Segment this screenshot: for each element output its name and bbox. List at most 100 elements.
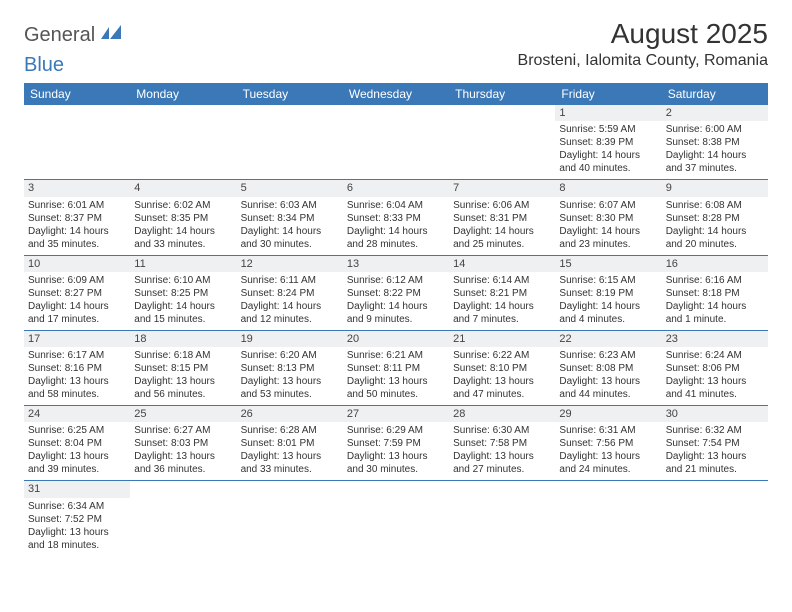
- sunrise-text: Sunrise: 6:12 AM: [347, 274, 445, 287]
- calendar-cell: 21Sunrise: 6:22 AMSunset: 8:10 PMDayligh…: [449, 330, 555, 405]
- sunrise-text: Sunrise: 6:03 AM: [241, 199, 339, 212]
- calendar-cell: [343, 481, 449, 556]
- daylight-text: Daylight: 14 hours: [559, 225, 657, 238]
- calendar-table: SundayMondayTuesdayWednesdayThursdayFrid…: [24, 83, 768, 556]
- sunrise-text: Sunrise: 5:59 AM: [559, 123, 657, 136]
- calendar-cell: [449, 105, 555, 180]
- daylight-text: and 50 minutes.: [347, 388, 445, 401]
- daylight-text: Daylight: 13 hours: [241, 375, 339, 388]
- day-number: 13: [343, 256, 449, 272]
- day-number: 17: [24, 331, 130, 347]
- calendar-cell: 29Sunrise: 6:31 AMSunset: 7:56 PMDayligh…: [555, 406, 661, 481]
- calendar-cell: [237, 481, 343, 556]
- daylight-text: and 4 minutes.: [559, 313, 657, 326]
- daylight-text: Daylight: 13 hours: [241, 450, 339, 463]
- day-header: Tuesday: [237, 83, 343, 105]
- calendar-cell: 16Sunrise: 6:16 AMSunset: 8:18 PMDayligh…: [662, 255, 768, 330]
- calendar-cell: [555, 481, 661, 556]
- calendar-cell: 8Sunrise: 6:07 AMSunset: 8:30 PMDaylight…: [555, 180, 661, 255]
- sunrise-text: Sunrise: 6:16 AM: [666, 274, 764, 287]
- daylight-text: and 30 minutes.: [347, 463, 445, 476]
- sunset-text: Sunset: 7:58 PM: [453, 437, 551, 450]
- day-number: 2: [662, 105, 768, 121]
- sunset-text: Sunset: 8:21 PM: [453, 287, 551, 300]
- day-number: 5: [237, 180, 343, 196]
- calendar-cell: 23Sunrise: 6:24 AMSunset: 8:06 PMDayligh…: [662, 330, 768, 405]
- sunset-text: Sunset: 8:37 PM: [28, 212, 126, 225]
- sunset-text: Sunset: 8:11 PM: [347, 362, 445, 375]
- day-header-row: SundayMondayTuesdayWednesdayThursdayFrid…: [24, 83, 768, 105]
- sunset-text: Sunset: 8:15 PM: [134, 362, 232, 375]
- sunset-text: Sunset: 8:27 PM: [28, 287, 126, 300]
- sunrise-text: Sunrise: 6:20 AM: [241, 349, 339, 362]
- day-number: 29: [555, 406, 661, 422]
- daylight-text: Daylight: 13 hours: [453, 375, 551, 388]
- sunrise-text: Sunrise: 6:00 AM: [666, 123, 764, 136]
- day-number: 18: [130, 331, 236, 347]
- day-number: 4: [130, 180, 236, 196]
- sunset-text: Sunset: 8:30 PM: [559, 212, 657, 225]
- calendar-cell: 2Sunrise: 6:00 AMSunset: 8:38 PMDaylight…: [662, 105, 768, 180]
- daylight-text: and 15 minutes.: [134, 313, 232, 326]
- daylight-text: and 24 minutes.: [559, 463, 657, 476]
- sunset-text: Sunset: 8:24 PM: [241, 287, 339, 300]
- sunrise-text: Sunrise: 6:31 AM: [559, 424, 657, 437]
- day-number: 21: [449, 331, 555, 347]
- daylight-text: and 41 minutes.: [666, 388, 764, 401]
- calendar-cell: 26Sunrise: 6:28 AMSunset: 8:01 PMDayligh…: [237, 406, 343, 481]
- daylight-text: Daylight: 13 hours: [134, 450, 232, 463]
- sunset-text: Sunset: 7:59 PM: [347, 437, 445, 450]
- sunrise-text: Sunrise: 6:02 AM: [134, 199, 232, 212]
- calendar-cell: 31Sunrise: 6:34 AMSunset: 7:52 PMDayligh…: [24, 481, 130, 556]
- logo: General: [24, 24, 125, 47]
- calendar-cell: [130, 105, 236, 180]
- daylight-text: and 9 minutes.: [347, 313, 445, 326]
- calendar-row: 24Sunrise: 6:25 AMSunset: 8:04 PMDayligh…: [24, 406, 768, 481]
- calendar-cell: 24Sunrise: 6:25 AMSunset: 8:04 PMDayligh…: [24, 406, 130, 481]
- calendar-cell: [343, 105, 449, 180]
- day-number: 12: [237, 256, 343, 272]
- daylight-text: Daylight: 14 hours: [134, 225, 232, 238]
- daylight-text: Daylight: 14 hours: [666, 300, 764, 313]
- calendar-cell: 5Sunrise: 6:03 AMSunset: 8:34 PMDaylight…: [237, 180, 343, 255]
- daylight-text: Daylight: 14 hours: [134, 300, 232, 313]
- daylight-text: Daylight: 13 hours: [28, 375, 126, 388]
- calendar-row: 31Sunrise: 6:34 AMSunset: 7:52 PMDayligh…: [24, 481, 768, 556]
- day-number: 1: [555, 105, 661, 121]
- sunrise-text: Sunrise: 6:24 AM: [666, 349, 764, 362]
- daylight-text: and 25 minutes.: [453, 238, 551, 251]
- sunrise-text: Sunrise: 6:14 AM: [453, 274, 551, 287]
- sunset-text: Sunset: 8:03 PM: [134, 437, 232, 450]
- sunset-text: Sunset: 7:52 PM: [28, 513, 126, 526]
- calendar-cell: 13Sunrise: 6:12 AMSunset: 8:22 PMDayligh…: [343, 255, 449, 330]
- daylight-text: and 30 minutes.: [241, 238, 339, 251]
- sunrise-text: Sunrise: 6:15 AM: [559, 274, 657, 287]
- day-number: 24: [24, 406, 130, 422]
- sunset-text: Sunset: 8:25 PM: [134, 287, 232, 300]
- daylight-text: Daylight: 14 hours: [28, 300, 126, 313]
- day-header: Wednesday: [343, 83, 449, 105]
- day-number: 22: [555, 331, 661, 347]
- calendar-cell: 18Sunrise: 6:18 AMSunset: 8:15 PMDayligh…: [130, 330, 236, 405]
- calendar-cell: 19Sunrise: 6:20 AMSunset: 8:13 PMDayligh…: [237, 330, 343, 405]
- sunrise-text: Sunrise: 6:18 AM: [134, 349, 232, 362]
- daylight-text: and 27 minutes.: [453, 463, 551, 476]
- day-header: Saturday: [662, 83, 768, 105]
- daylight-text: Daylight: 13 hours: [347, 450, 445, 463]
- calendar-row: 1Sunrise: 5:59 AMSunset: 8:39 PMDaylight…: [24, 105, 768, 180]
- sunset-text: Sunset: 8:31 PM: [453, 212, 551, 225]
- calendar-cell: [24, 105, 130, 180]
- sunset-text: Sunset: 8:34 PM: [241, 212, 339, 225]
- calendar-cell: 27Sunrise: 6:29 AMSunset: 7:59 PMDayligh…: [343, 406, 449, 481]
- day-number: 20: [343, 331, 449, 347]
- daylight-text: and 53 minutes.: [241, 388, 339, 401]
- sunset-text: Sunset: 8:13 PM: [241, 362, 339, 375]
- calendar-cell: 30Sunrise: 6:32 AMSunset: 7:54 PMDayligh…: [662, 406, 768, 481]
- daylight-text: Daylight: 13 hours: [559, 375, 657, 388]
- calendar-row: 10Sunrise: 6:09 AMSunset: 8:27 PMDayligh…: [24, 255, 768, 330]
- day-number: 16: [662, 256, 768, 272]
- daylight-text: and 18 minutes.: [28, 539, 126, 552]
- sunset-text: Sunset: 7:56 PM: [559, 437, 657, 450]
- daylight-text: and 33 minutes.: [134, 238, 232, 251]
- day-number: 27: [343, 406, 449, 422]
